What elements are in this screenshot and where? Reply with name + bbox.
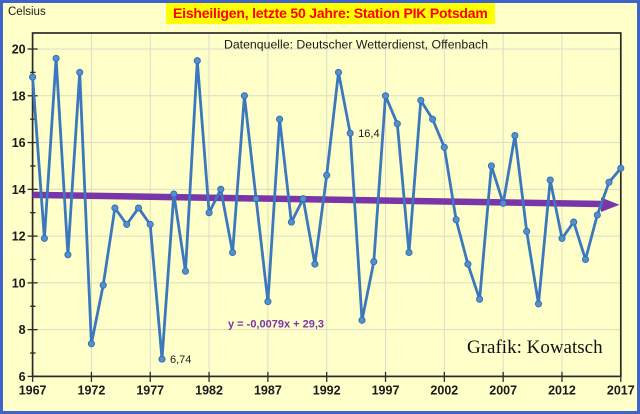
chart-subtitle: Datenquelle: Deutscher Wetterdienst, Off… bbox=[224, 38, 488, 52]
chart-title: Eisheiligen, letzte 50 Jahre: Station PI… bbox=[166, 3, 495, 24]
svg-text:1987: 1987 bbox=[254, 383, 282, 397]
svg-text:1972: 1972 bbox=[78, 383, 106, 397]
y-axis-tick-labels: 6 8 10 12 14 16 18 20 bbox=[12, 43, 26, 384]
svg-text:1967: 1967 bbox=[19, 383, 47, 397]
svg-text:2012: 2012 bbox=[548, 383, 576, 397]
svg-text:14: 14 bbox=[12, 183, 26, 197]
svg-text:10: 10 bbox=[12, 276, 26, 290]
x-axis-tick-labels: 1967 1972 1977 1982 1987 1992 1997 2002 2007 2012… bbox=[19, 383, 635, 397]
svg-text:1992: 1992 bbox=[313, 383, 341, 397]
svg-text:12: 12 bbox=[12, 230, 26, 244]
svg-text:1977: 1977 bbox=[136, 383, 164, 397]
svg-text:2017: 2017 bbox=[607, 383, 635, 397]
svg-text:16,4: 16,4 bbox=[358, 128, 379, 140]
svg-text:16: 16 bbox=[12, 136, 26, 150]
svg-text:6,74: 6,74 bbox=[170, 354, 191, 366]
y-axis-unit-label: Celsius bbox=[8, 6, 46, 18]
svg-text:1997: 1997 bbox=[372, 383, 400, 397]
svg-text:20: 20 bbox=[12, 43, 26, 57]
axis-ticks bbox=[27, 48, 622, 382]
svg-text:1982: 1982 bbox=[195, 383, 223, 397]
trend-arrow bbox=[32, 191, 620, 212]
svg-text:6: 6 bbox=[19, 370, 26, 384]
trend-equation-label: y = -0,0079x + 29,3 bbox=[228, 319, 324, 331]
svg-text:18: 18 bbox=[12, 89, 26, 103]
svg-text:8: 8 bbox=[19, 323, 26, 337]
svg-text:2002: 2002 bbox=[430, 383, 458, 397]
watermark-credit: Grafik: Kowatsch bbox=[467, 337, 603, 358]
data-label-annotations: 6,74 16,4 bbox=[170, 128, 380, 366]
svg-text:2007: 2007 bbox=[489, 383, 517, 397]
data-point-markers bbox=[29, 54, 625, 363]
